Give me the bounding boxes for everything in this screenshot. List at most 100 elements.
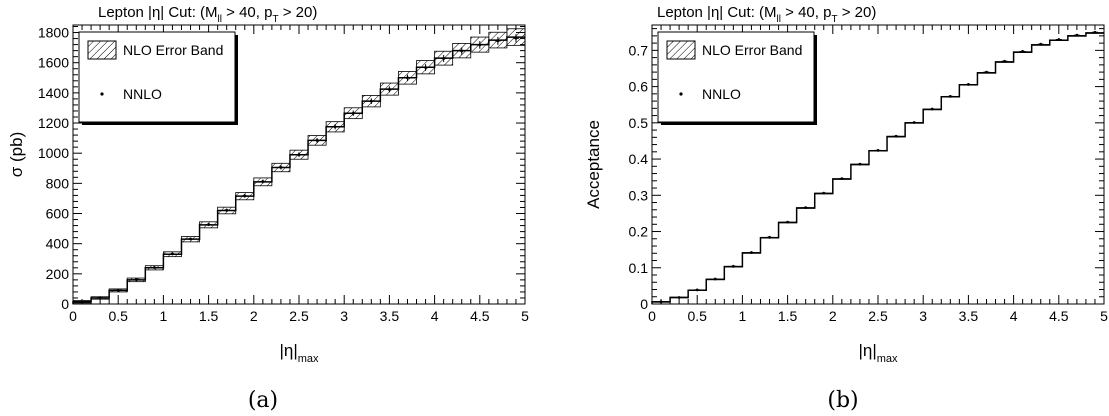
y-tick-label: 1200 — [38, 115, 69, 131]
nnlo-point — [1075, 33, 1079, 37]
nlo-step-line — [72, 36, 525, 304]
nnlo-point — [315, 138, 319, 142]
panel-a: Lepton |η| Cut: (Mll > 40, pT > 20) 0 0.5 1… — [7, 4, 529, 413]
nnlo-point — [243, 194, 247, 198]
y-axis-label: σ (pb) — [7, 132, 26, 177]
nnlo-point — [207, 223, 211, 226]
x-tick-label: 0 — [648, 308, 656, 324]
x-tick-label: 4 — [1010, 308, 1018, 324]
nnlo-point — [279, 165, 283, 169]
x-tick-label: 2.5 — [289, 308, 309, 324]
nnlo-point — [261, 180, 265, 183]
chart-title: Lepton |η| Cut: (Mll > 40, pT > 20) — [657, 4, 876, 25]
nnlo-point — [948, 94, 952, 98]
panel-caption: (a) — [248, 388, 278, 413]
y-tick-label: 0.6 — [629, 79, 649, 95]
nnlo-point — [189, 237, 192, 241]
y-tick-label: 0.1 — [629, 260, 649, 276]
nnlo-point — [894, 134, 898, 138]
panel-b: Lepton |η| Cut: (Mll > 40, pT > 20) 0 0.5 1… — [584, 4, 1108, 413]
nnlo-point — [768, 235, 771, 239]
x-tick-label: 4 — [431, 308, 439, 324]
nnlo-point — [442, 57, 446, 60]
y-tick-label: 1400 — [38, 85, 69, 101]
nnlo-point — [659, 300, 663, 304]
x-axis-label: |η|max — [279, 341, 319, 365]
nnlo-point — [840, 177, 844, 181]
x-tick-label: 1 — [160, 308, 168, 324]
nnlo-point — [514, 36, 518, 40]
x-tick-label: 2 — [250, 308, 258, 324]
x-tick-label: 0.5 — [687, 308, 707, 324]
nnlo-point — [876, 148, 880, 152]
nnlo-point — [1039, 42, 1043, 46]
x-tick-label: 1 — [739, 308, 747, 324]
nnlo-point — [1093, 30, 1097, 34]
nnlo-point — [152, 266, 156, 269]
nnlo-point — [786, 220, 789, 224]
x-tick-label: 3 — [919, 308, 927, 324]
nnlo-point — [677, 296, 681, 299]
nnlo-point — [930, 107, 934, 111]
y-tick-label: 400 — [46, 236, 70, 252]
nnlo-point — [912, 121, 916, 124]
x-tick-label: 4.5 — [1049, 308, 1069, 324]
legend-point-label: NNLO — [123, 86, 162, 102]
nnlo-point — [1021, 50, 1025, 53]
y-tick-label: 200 — [46, 266, 70, 282]
nnlo-point — [369, 99, 373, 103]
x-tick-label: 0.5 — [108, 308, 128, 324]
y-tick-label: 600 — [46, 206, 70, 222]
x-tick-label: 0 — [69, 308, 77, 324]
y-tick-label: 800 — [46, 175, 70, 191]
y-tick-label: 0 — [640, 296, 648, 312]
legend-point-marker — [100, 92, 104, 96]
x-tick-label: 4.5 — [470, 308, 490, 324]
legend: NLO Error Band NNLO — [78, 31, 238, 125]
x-tick-label: 5 — [521, 308, 529, 324]
nnlo-point — [171, 252, 174, 256]
y-tick-label: 0.5 — [629, 115, 649, 131]
legend-band-label: NLO Error Band — [702, 42, 802, 58]
nnlo-point — [116, 288, 120, 292]
y-axis-label: Acceptance — [584, 120, 603, 209]
y-tick-label: 0.7 — [629, 42, 649, 58]
y-tick-label: 1800 — [38, 25, 69, 41]
nnlo-point — [460, 49, 464, 53]
y-tick-label: 0.4 — [629, 151, 649, 167]
nnlo-point — [424, 66, 427, 69]
nnlo-point — [297, 153, 301, 157]
legend-point-marker — [679, 92, 683, 96]
nnlo-point — [713, 277, 717, 281]
nnlo-point — [750, 251, 753, 254]
nnlo-point — [388, 87, 391, 91]
panel-caption: (b) — [827, 388, 858, 413]
x-tick-label: 3 — [340, 308, 348, 324]
chart-title: Lepton |η| Cut: (Mll > 40, pT > 20) — [98, 4, 317, 25]
nnlo-point — [1057, 38, 1061, 41]
x-tick-label: 1.5 — [778, 308, 798, 324]
nnlo-point — [134, 278, 138, 281]
nnlo-point — [351, 111, 355, 115]
y-tick-label: 1600 — [38, 55, 69, 71]
legend-band-swatch — [666, 40, 696, 60]
nnlo-point — [225, 208, 229, 212]
nnlo-point — [496, 39, 500, 43]
x-tick-label: 3.5 — [380, 308, 400, 324]
x-tick-label: 5 — [1100, 308, 1108, 324]
nnlo-point — [478, 43, 482, 47]
nnlo-point — [804, 206, 808, 210]
nnlo-point — [858, 162, 862, 166]
x-tick-label: 3.5 — [959, 308, 979, 324]
legend: NLO Error Band NNLO — [657, 31, 817, 125]
nnlo-point — [967, 83, 970, 86]
nnlo-point — [80, 300, 84, 304]
x-axis-label: |η|max — [858, 341, 898, 365]
nnlo-point — [98, 296, 102, 300]
nnlo-point — [985, 70, 988, 74]
x-tick-label: 2.5 — [868, 308, 888, 324]
nnlo-point — [1003, 59, 1006, 63]
nnlo-point — [406, 76, 409, 80]
legend-point-label: NNLO — [702, 86, 741, 102]
